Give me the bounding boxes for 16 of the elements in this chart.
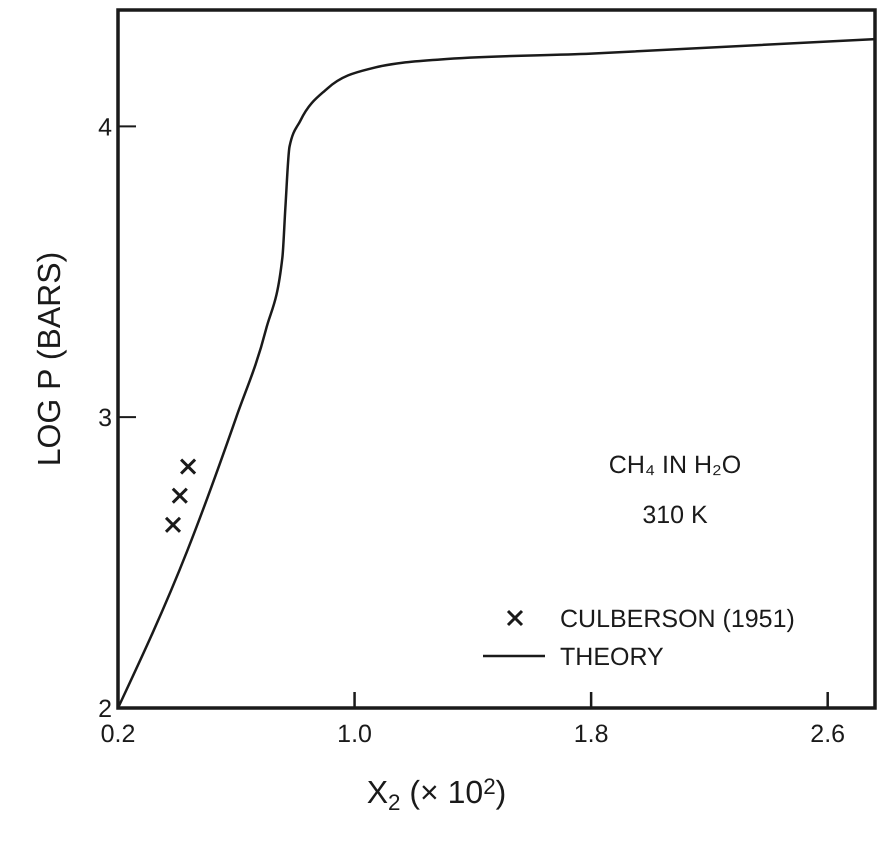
y-axis-title: LOG P (BARS) — [31, 252, 67, 466]
annotation: 310 K — [642, 501, 708, 529]
x-tick-label: 0.2 — [100, 720, 136, 748]
y-tick-label: 4 — [98, 113, 112, 142]
point — [171, 487, 188, 504]
legend-label: THEORY — [560, 643, 664, 671]
x-axis-title: X$_{2}$ (× 10$^{2}$) — [366, 774, 506, 815]
annotation: CH₄ IN H₂O — [608, 451, 742, 479]
point — [164, 516, 182, 534]
legend-label: CULBERSON (1951) — [560, 605, 795, 633]
x-tick-label: 1.8 — [574, 720, 609, 748]
x-tick-label: 1.0 — [337, 720, 372, 748]
y-tick-label: 2 — [98, 695, 112, 723]
point — [180, 458, 197, 476]
y-tick-label: 3 — [98, 404, 112, 432]
x-tick-label: 2.6 — [810, 720, 846, 748]
